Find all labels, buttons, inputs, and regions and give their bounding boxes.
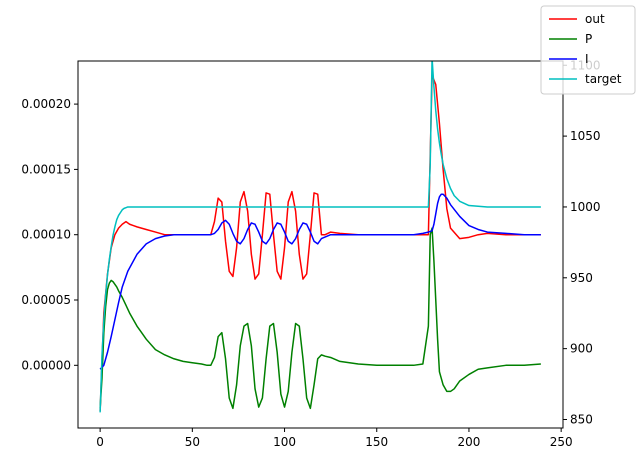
- y2-tick-label: 1050: [570, 129, 601, 143]
- legend-label-target: target: [585, 72, 622, 86]
- x-tick-label: 50: [185, 435, 200, 449]
- y-tick-label: 0.00005: [21, 293, 71, 307]
- x-tick-label: 100: [273, 435, 296, 449]
- legend-label-i: I: [585, 52, 589, 66]
- legend-label-out: out: [585, 12, 605, 26]
- plot-frame: [77, 60, 564, 429]
- y2-tick-label: 900: [570, 342, 593, 356]
- series-line-out: [99, 74, 541, 412]
- y2-tick-label: 850: [570, 412, 593, 426]
- x-tick-label: 0: [96, 435, 104, 449]
- x-axis: 0 50 100 150 200 250: [96, 428, 573, 449]
- y2-tick-label: 950: [570, 271, 593, 285]
- x-tick-label: 250: [550, 435, 573, 449]
- series-line-p: [99, 227, 541, 410]
- series-line-target: [99, 61, 541, 413]
- y-tick-label: 0.00010: [21, 228, 71, 242]
- y2-tick-label: 1000: [570, 200, 601, 214]
- plot-lines: [99, 61, 541, 413]
- y-axis-left: 0.00000 0.00005 0.00010 0.00015 0.00020: [21, 97, 78, 372]
- legend-label-p: P: [585, 32, 592, 46]
- x-tick-label: 200: [457, 435, 480, 449]
- y-axis-right: 850900950100010501100: [563, 58, 601, 426]
- y-tick-label: 0.00015: [21, 162, 71, 176]
- y-tick-label: 0.00020: [21, 97, 71, 111]
- legend-box: [540, 5, 636, 95]
- series-line-i: [99, 193, 541, 370]
- x-tick-label: 150: [365, 435, 388, 449]
- y-tick-label: 0.00000: [21, 358, 71, 372]
